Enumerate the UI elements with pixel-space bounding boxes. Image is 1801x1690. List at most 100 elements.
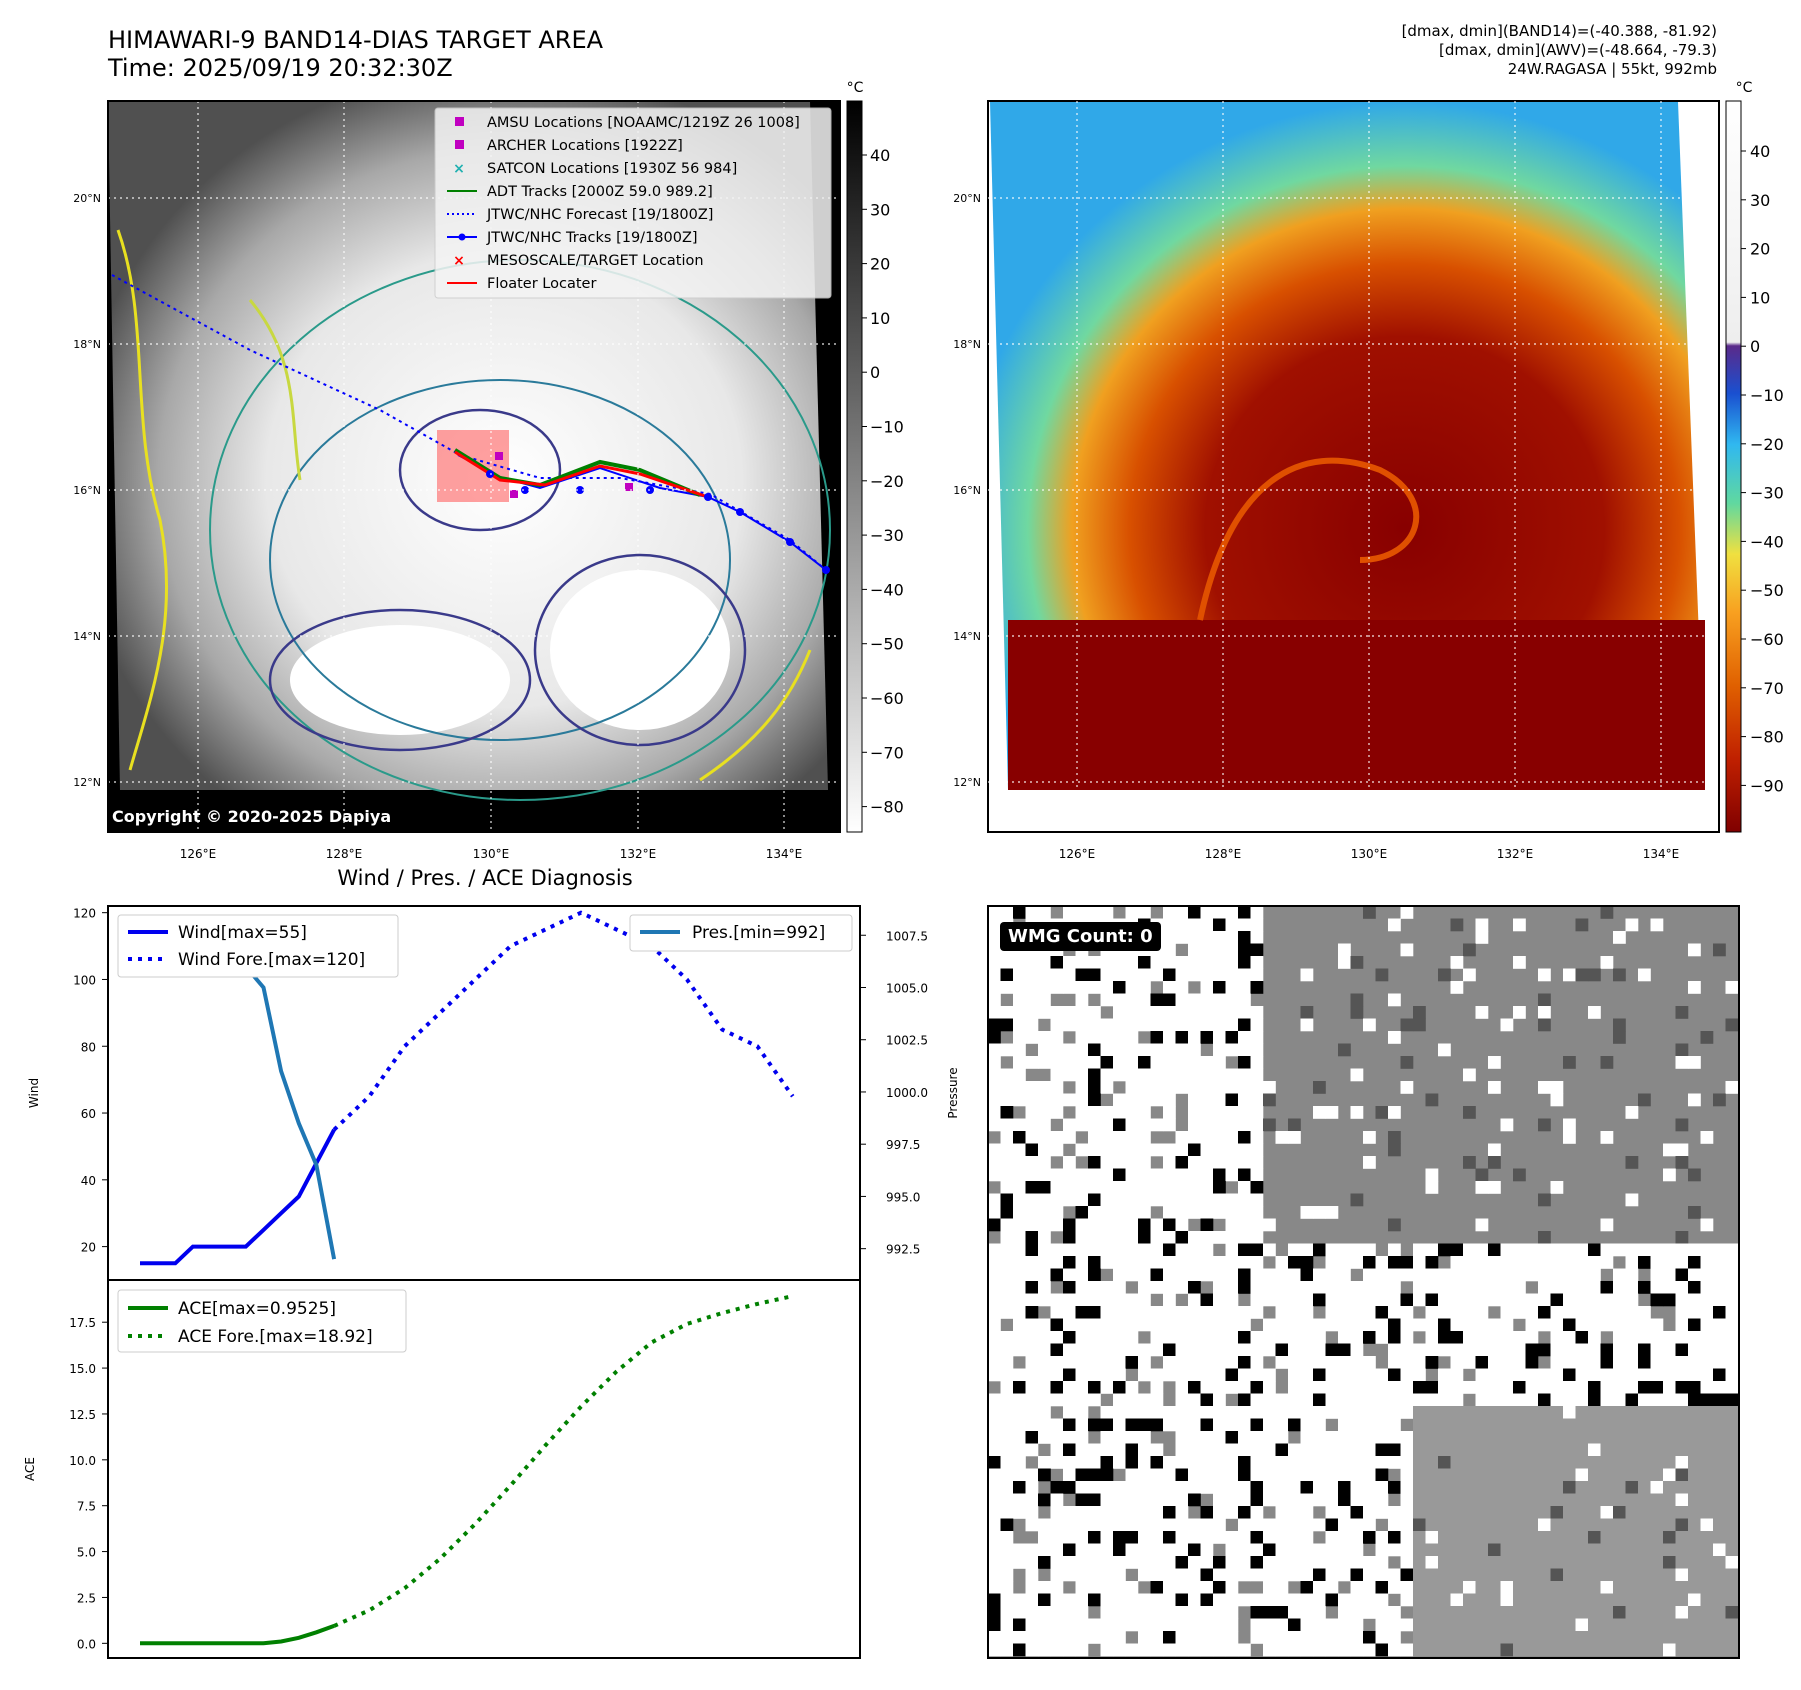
wmg-cell	[1138, 993, 1151, 1007]
wmg-cell	[1000, 1231, 1014, 1244]
wmg-cell	[1375, 1418, 1389, 1432]
wmg-cell	[1150, 1606, 1164, 1619]
wmg-cell	[1650, 1431, 1664, 1444]
wmg-cell	[1113, 1056, 1126, 1069]
wmg-cell	[1588, 1368, 1601, 1382]
wmg-cell	[1213, 1618, 1226, 1632]
wmg-cell	[1563, 1531, 1576, 1544]
wmg-cell	[1188, 1593, 1201, 1607]
wmg-cell	[1613, 1381, 1626, 1394]
wmg-cell	[1163, 1531, 1176, 1544]
wmg-cell	[1650, 1481, 1664, 1494]
wmg-cell	[1213, 968, 1226, 982]
wmg-cell	[1075, 1456, 1089, 1469]
wmg-cell	[1563, 1631, 1576, 1644]
wmg-cell	[1238, 1643, 1251, 1657]
wmg-cell	[1313, 1381, 1326, 1394]
wmg-cell	[988, 1531, 1001, 1544]
wmg-cell	[1300, 1381, 1314, 1394]
wmg-cell	[1075, 1406, 1089, 1419]
wmg-cell	[1013, 981, 1026, 994]
wmg-cell	[1150, 1506, 1164, 1519]
wmg-cell	[1025, 1406, 1039, 1419]
wmg-cell	[1413, 1356, 1426, 1369]
wmg-cell	[1075, 1256, 1089, 1269]
wmg-cell	[1150, 1481, 1164, 1494]
wmg-cell	[1075, 1631, 1089, 1644]
wmg-cell	[1563, 1268, 1576, 1282]
wmg-cell	[1475, 1556, 1489, 1569]
wmg-cell	[1313, 1106, 1326, 1119]
wmg-cell	[1200, 1368, 1214, 1382]
wmg-cell	[1075, 1093, 1089, 1107]
wmg-cell	[1625, 1431, 1639, 1444]
wmg-cell	[1225, 1231, 1239, 1244]
wmg-cell	[1275, 1618, 1289, 1632]
wmg-cell	[988, 1331, 1001, 1344]
wmg-cell	[1413, 1518, 1426, 1532]
wmg-cell	[1650, 1593, 1664, 1607]
wmg-cell	[1513, 1393, 1526, 1407]
wmg-cell	[1025, 1156, 1039, 1169]
wmg-cell	[1488, 1393, 1501, 1407]
wmg-cell	[1713, 1481, 1726, 1494]
wmg-cell	[1563, 1131, 1576, 1144]
wmg-cell	[1675, 1118, 1689, 1132]
wmg-cell	[1213, 931, 1226, 944]
wmg-cell	[1263, 1118, 1276, 1132]
wmg-cell	[1488, 1643, 1501, 1657]
wmg-cell	[1100, 1543, 1114, 1557]
wmg-cell	[1038, 993, 1051, 1007]
wmg-cell	[1075, 1018, 1089, 1032]
wmg-cell	[1063, 1156, 1076, 1169]
wmg-cell	[1588, 1268, 1601, 1282]
wmg-cell	[1413, 1368, 1426, 1382]
wmg-cell	[1513, 1443, 1526, 1457]
wmg-cell	[1675, 1381, 1689, 1394]
wmg-cell	[1125, 1356, 1139, 1369]
wmg-cell	[1725, 1631, 1739, 1644]
wmg-cell	[1438, 1593, 1451, 1607]
wmg-cell	[1238, 968, 1251, 982]
wmg-cell	[1350, 1556, 1364, 1569]
wmg-cell	[1513, 1281, 1526, 1294]
wmg-cell	[1188, 1368, 1201, 1382]
wmg-cell	[1550, 1356, 1564, 1369]
wmg-cell	[1713, 1368, 1726, 1382]
wmg-cell	[1125, 1018, 1139, 1032]
wmg-cell	[1500, 1243, 1514, 1257]
wmg-cell	[1513, 1481, 1526, 1494]
wmg-cell	[1638, 1493, 1651, 1507]
wmg-cell	[1225, 906, 1239, 919]
wmg-cell	[1438, 1518, 1451, 1532]
wmg-cell	[1613, 1293, 1626, 1307]
wmg-cell	[1338, 1556, 1351, 1569]
wmg-cell	[1663, 1368, 1676, 1382]
ace-legend-label: ACE[max=0.9525]	[178, 1299, 336, 1319]
legend-marker-6: ×	[453, 253, 465, 269]
wmg-cell	[988, 1593, 1001, 1607]
wmg-cell	[1188, 1268, 1201, 1282]
wmg-cell	[1013, 1168, 1026, 1182]
wmg-cell	[1300, 1256, 1314, 1269]
wmg-cell	[1513, 1643, 1526, 1657]
wmg-cell	[988, 1268, 1001, 1282]
wmg-cell	[1500, 1531, 1514, 1544]
wmg-cell	[1050, 1068, 1064, 1082]
wmg-cell	[1200, 1506, 1214, 1519]
wmg-cell	[1150, 1468, 1164, 1482]
wmg-cell	[1163, 1506, 1176, 1519]
wmg-cell	[1338, 1393, 1351, 1407]
wmg-cell	[1638, 1543, 1651, 1557]
wmg-cell	[1300, 1618, 1314, 1632]
wmg-cell	[1688, 1331, 1701, 1344]
wmg-cell	[1650, 1568, 1664, 1582]
wmg-panel	[987, 905, 1740, 1659]
wmg-cell	[1013, 1156, 1026, 1169]
wmg-cell	[1725, 1081, 1739, 1094]
wmg-cell	[1063, 906, 1076, 919]
wmg-cell	[1100, 1193, 1114, 1207]
wmg-cell	[1175, 1143, 1189, 1157]
wmg-cell	[1150, 1381, 1164, 1394]
wmg-cell	[1088, 956, 1101, 969]
